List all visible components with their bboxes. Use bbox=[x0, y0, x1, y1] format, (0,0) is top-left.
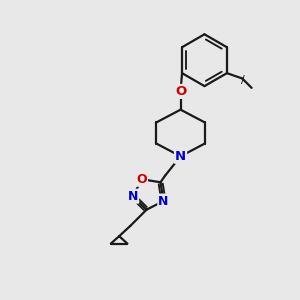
Text: N: N bbox=[128, 190, 138, 203]
Text: O: O bbox=[136, 173, 147, 186]
Text: /: / bbox=[241, 75, 245, 85]
Text: N: N bbox=[175, 150, 186, 163]
Text: N: N bbox=[158, 194, 169, 208]
Text: O: O bbox=[175, 85, 186, 98]
